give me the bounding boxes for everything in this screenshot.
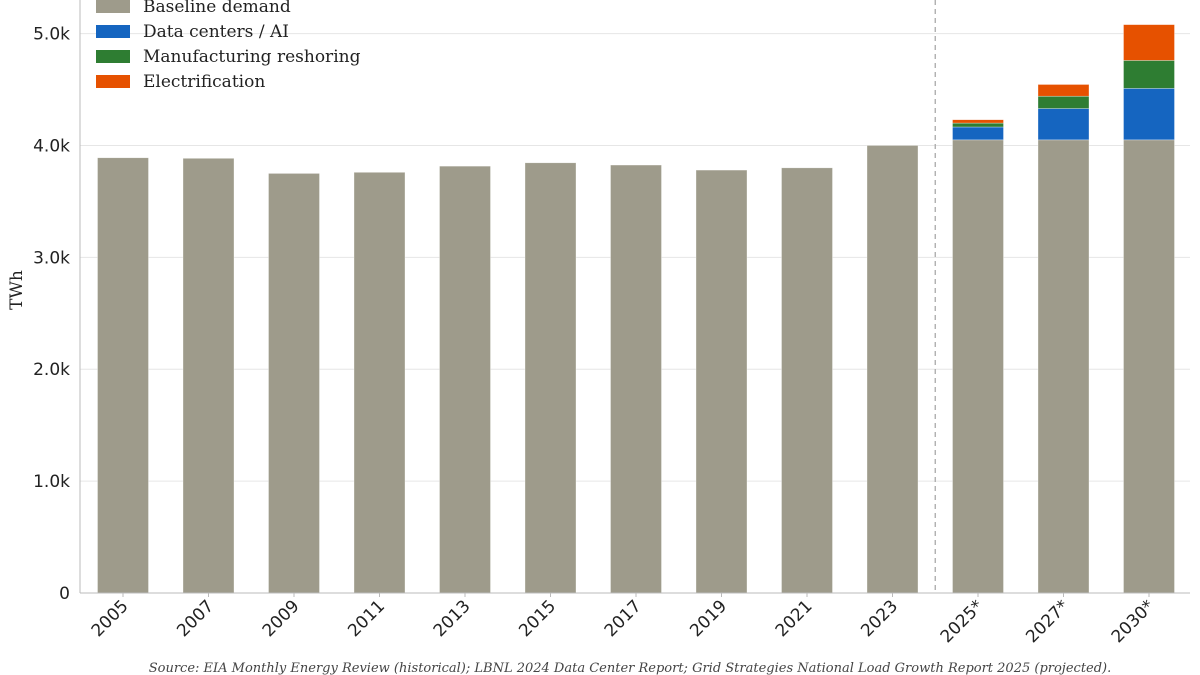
bar-group-2027: [1037, 84, 1090, 594]
bar-baseline-demand: [952, 139, 1004, 594]
x-tick-label: 2011: [344, 596, 389, 641]
bar-baseline-demand: [439, 165, 491, 594]
bar-group-2017: [610, 164, 662, 594]
bar-baseline-demand: [97, 157, 149, 594]
bar-baseline-demand: [866, 145, 919, 594]
bar-group-2015: [524, 162, 577, 594]
legend-item-baseline-demand: Baseline demand: [96, 0, 291, 17]
legend-swatch: [96, 0, 130, 13]
bar-manufacturing-reshoring: [952, 122, 1004, 128]
x-tick-label: 2017: [601, 596, 646, 641]
x-tick-label: 2015: [515, 596, 560, 641]
bar-group-2023: [866, 145, 919, 594]
legend-label: Manufacturing reshoring: [143, 47, 361, 67]
legend-label: Electrification: [143, 72, 265, 92]
x-tick-label: 2025*: [937, 596, 988, 647]
bar-electrification: [1123, 24, 1175, 61]
bar-group-2009: [268, 173, 320, 594]
source-note: Source: EIA Monthly Energy Review (histo…: [149, 661, 1112, 675]
bar-baseline-demand: [182, 158, 235, 594]
y-tick-label: 3.0k: [33, 248, 70, 268]
x-tick-label: 2005: [88, 596, 133, 641]
y-tick-label: 2.0k: [33, 360, 70, 380]
bar-group-2030: [1123, 24, 1175, 594]
bar-baseline-demand: [268, 173, 320, 594]
bar-baseline-demand: [610, 164, 662, 594]
legend-label: Data centers / AI: [143, 22, 289, 42]
bar-baseline-demand: [1123, 139, 1175, 594]
y-tick-label: 0: [59, 584, 70, 604]
x-tick-label: 2023: [857, 596, 902, 641]
bar-group-2011: [353, 172, 406, 594]
bar-manufacturing-reshoring: [1123, 60, 1175, 89]
bar-manufacturing-reshoring: [1037, 95, 1090, 109]
y-tick-label: 5.0k: [33, 25, 70, 45]
y-axis-title: TWh: [7, 270, 27, 310]
legend-item-manufacturing-reshoring: Manufacturing reshoring: [96, 47, 361, 67]
x-tick-label: 2013: [430, 596, 475, 641]
bar-group-2013: [439, 165, 491, 594]
y-tick-label: 4.0k: [33, 136, 70, 156]
x-tick-label: 2019: [686, 596, 731, 641]
legend-item-electrification: Electrification: [96, 72, 265, 92]
x-tick-label: 2007: [173, 596, 218, 641]
bar-group-2007: [182, 158, 235, 594]
legend-swatch: [96, 75, 130, 88]
legend-label: Baseline demand: [143, 0, 291, 17]
bar-data-centers-ai: [1037, 108, 1090, 141]
legend-swatch: [96, 50, 130, 63]
x-tick-label: 2009: [259, 596, 304, 641]
bar-data-centers-ai: [1123, 88, 1175, 141]
legend-swatch: [96, 25, 130, 38]
bars: [97, 24, 1175, 594]
bar-group-2019: [695, 169, 748, 594]
bar-baseline-demand: [524, 162, 577, 594]
x-tick-label: 2021: [772, 596, 817, 641]
x-tick-label: 2027*: [1022, 596, 1073, 647]
bar-baseline-demand: [695, 169, 748, 594]
x-tick-label: 2030*: [1108, 596, 1159, 647]
bar-baseline-demand: [781, 167, 833, 594]
legend-item-data-centers-ai: Data centers / AI: [96, 22, 289, 42]
bar-group-2021: [781, 167, 833, 594]
legend: Baseline demand Data centers / AI Manufact…: [96, 0, 361, 92]
bar-baseline-demand: [353, 172, 406, 594]
bar-electrification: [1037, 84, 1090, 97]
bar-baseline-demand: [1037, 139, 1090, 594]
y-tick-label: 1.0k: [33, 472, 70, 492]
bar-group-2025: [952, 119, 1004, 594]
bar-group-2005: [97, 157, 149, 594]
bar-electrification: [952, 119, 1004, 124]
bar-data-centers-ai: [952, 126, 1004, 141]
